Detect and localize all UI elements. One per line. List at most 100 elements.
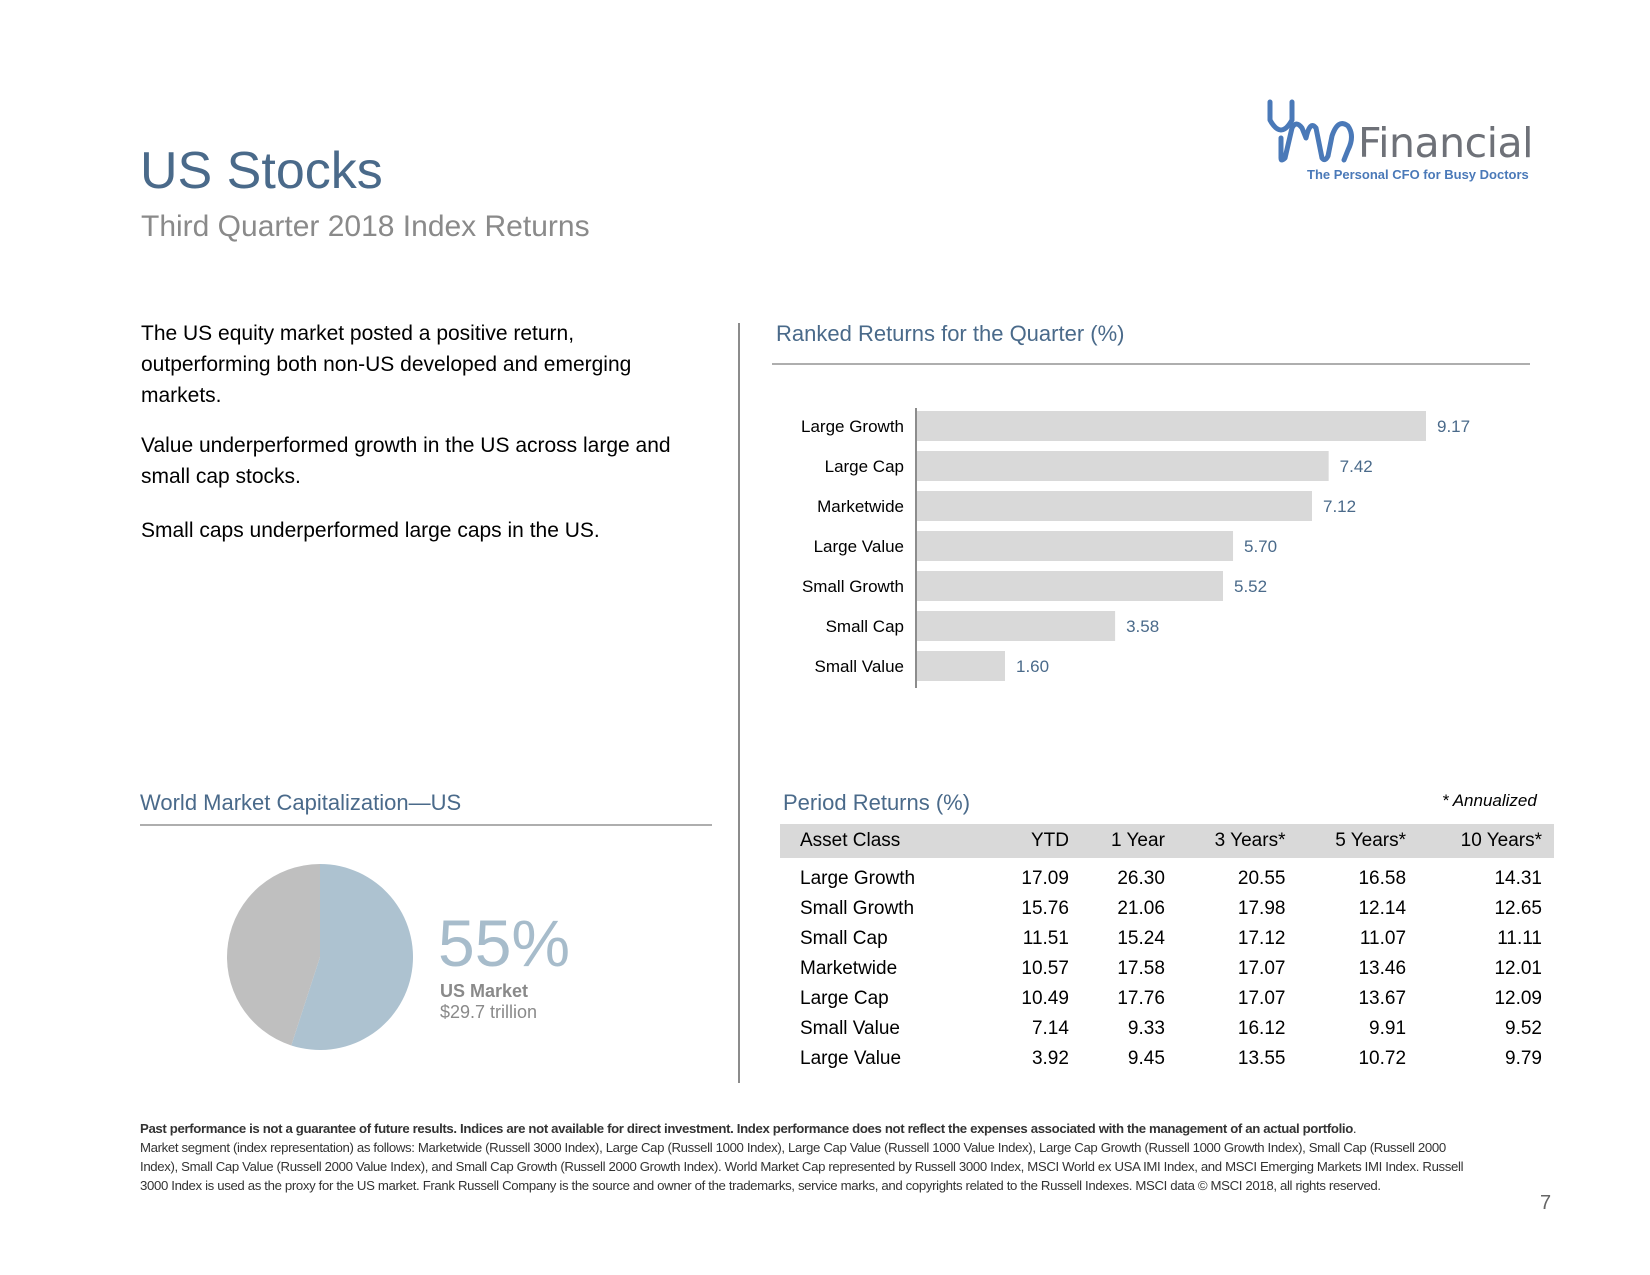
- column-header: 3 Years*: [1176, 824, 1298, 858]
- section-rule: [772, 363, 1530, 365]
- table-row: Small Growth 15.76 21.06 17.98 12.14 12.65: [780, 894, 1554, 924]
- asset-class-cell: Large Growth: [800, 868, 916, 889]
- disclaimer-period: .: [1352, 1121, 1357, 1136]
- return-cell: 11.51: [1022, 928, 1069, 949]
- logo-wordmark: Financial: [1358, 119, 1534, 167]
- disclaimer-bold: Past performance is not a guarantee of f…: [140, 1121, 1353, 1136]
- period-returns-title: Period Returns (%): [783, 790, 971, 815]
- bar: [916, 451, 1329, 481]
- column-header: 5 Years*: [1297, 824, 1419, 858]
- value-label: 1.60: [1016, 657, 1049, 676]
- bar: [916, 651, 1005, 681]
- value-label: 5.70: [1244, 537, 1277, 556]
- return-cell: 9.79: [1505, 1048, 1542, 1069]
- value-label: 5.52: [1234, 577, 1267, 596]
- us-market-label: US Market: [440, 981, 529, 1001]
- annualized-note: * Annualized: [1442, 791, 1537, 810]
- return-cell: 17.09: [1021, 868, 1069, 889]
- disclaimer-footnote: Past performance is not a guarantee of f…: [140, 1119, 1470, 1195]
- value-label: 3.58: [1126, 617, 1159, 636]
- category-label: Large Growth: [801, 417, 904, 436]
- asset-class-cell: Large Value: [800, 1048, 902, 1069]
- vertical-divider: [738, 323, 740, 1083]
- intro-paragraph: Value underperformed growth in the US ac…: [141, 434, 671, 488]
- return-cell: 9.33: [1127, 1018, 1165, 1039]
- category-label: Small Cap: [826, 617, 904, 636]
- return-cell: 15.24: [1117, 928, 1165, 949]
- asset-class-cell: Small Value: [800, 1018, 900, 1039]
- bar-chart-svg: Large Growth 9.17 Large Cap 7.42 Marketwide 7…: [801, 408, 1470, 688]
- value-label: 7.12: [1323, 497, 1356, 516]
- ranked-returns-title: Ranked Returns for the Quarter (%): [776, 321, 1125, 346]
- page-subtitle: Third Quarter 2018 Index Returns: [141, 210, 590, 243]
- column-header: Asset Class: [780, 824, 995, 858]
- intro-paragraph: Small caps underperformed large caps in …: [141, 519, 600, 542]
- bar: [916, 531, 1234, 561]
- return-cell: 17.98: [1237, 898, 1286, 919]
- bar: [916, 411, 1426, 441]
- return-cell: 7.14: [1031, 1018, 1069, 1039]
- return-cell: 16.12: [1237, 1018, 1286, 1039]
- period-returns-table: Asset Class YTD 1 Year 3 Years* 5 Years*…: [780, 824, 1554, 1074]
- pie-slice-rest: [226, 864, 320, 1046]
- return-cell: 15.76: [1021, 898, 1069, 919]
- return-cell: 11.07: [1359, 928, 1407, 949]
- value-label: 7.42: [1340, 457, 1373, 476]
- company-logo: Financial The Personal CFO for Busy Doct…: [1262, 98, 1542, 188]
- category-label: Small Value: [815, 657, 904, 676]
- return-cell: 9.52: [1505, 1018, 1542, 1039]
- table-header-row: Asset Class YTD 1 Year 3 Years* 5 Years*…: [780, 824, 1554, 858]
- return-cell: 13.46: [1358, 958, 1407, 979]
- return-cell: 12.01: [1494, 958, 1542, 979]
- return-cell: 20.55: [1237, 868, 1286, 889]
- return-cell: 26.30: [1117, 868, 1165, 889]
- stethoscope-tooth-icon: [1267, 99, 1354, 163]
- asset-class-cell: Small Cap: [800, 928, 888, 949]
- intro-paragraph: The US equity market posted a positive r…: [141, 322, 632, 407]
- column-header: 1 Year: [1080, 824, 1177, 858]
- bar: [916, 491, 1312, 521]
- ranked-returns-chart: Large Growth 9.17 Large Cap 7.42 Marketwide 7…: [775, 400, 1575, 700]
- return-cell: 12.65: [1494, 898, 1542, 919]
- return-cell: 3.92: [1031, 1048, 1069, 1069]
- us-market-percent: 55%: [438, 906, 571, 980]
- asset-class-cell: Small Growth: [800, 898, 915, 919]
- page-number: 7: [1540, 1192, 1552, 1214]
- return-cell: 9.91: [1369, 1018, 1407, 1039]
- return-cell: 12.14: [1358, 898, 1407, 919]
- bar: [916, 571, 1224, 601]
- return-cell: 17.07: [1237, 958, 1286, 979]
- return-cell: 14.31: [1494, 868, 1542, 889]
- return-cell: 13.67: [1358, 988, 1407, 1009]
- table-row: Small Value 7.14 9.33 16.12 9.91 9.52: [780, 1014, 1554, 1044]
- return-cell: 17.76: [1117, 988, 1165, 1009]
- value-label: 9.17: [1437, 417, 1470, 436]
- return-cell: 21.06: [1117, 898, 1165, 919]
- category-label: Large Cap: [825, 457, 904, 476]
- disclaimer-text: Market segment (index representation) as…: [140, 1140, 1464, 1193]
- return-cell: 10.57: [1021, 958, 1069, 979]
- return-cell: 11.11: [1497, 928, 1542, 949]
- category-label: Small Growth: [802, 577, 904, 596]
- pie-chart-svg: [226, 864, 413, 1050]
- table-row: Small Cap 11.51 15.24 17.12 11.07 11.11: [780, 924, 1554, 954]
- asset-class-cell: Large Cap: [800, 988, 889, 1009]
- category-label: Marketwide: [817, 497, 904, 516]
- us-market-value: $29.7 trillion: [440, 1002, 538, 1022]
- return-cell: 12.09: [1494, 988, 1542, 1009]
- return-cell: 10.49: [1021, 988, 1069, 1009]
- asset-class-cell: Marketwide: [800, 958, 898, 979]
- world-cap-pie-chart: [225, 862, 415, 1052]
- bar: [916, 611, 1116, 641]
- return-cell: 9.45: [1127, 1048, 1165, 1069]
- page-title: US Stocks: [140, 142, 383, 200]
- column-header: 10 Years*: [1418, 824, 1554, 858]
- table-row: Large Growth 17.09 26.30 20.55 16.58 14.31: [780, 858, 1554, 894]
- table-row: Large Value 3.92 9.45 13.55 10.72 9.79: [780, 1044, 1554, 1074]
- return-cell: 17.12: [1237, 928, 1286, 949]
- category-label: Large Value: [814, 537, 904, 556]
- return-cell: 17.07: [1237, 988, 1286, 1009]
- return-cell: 13.55: [1237, 1048, 1286, 1069]
- world-cap-title: World Market Capitalization—US: [140, 790, 462, 815]
- table-row: Large Cap 10.49 17.76 17.07 13.67 12.09: [780, 984, 1554, 1014]
